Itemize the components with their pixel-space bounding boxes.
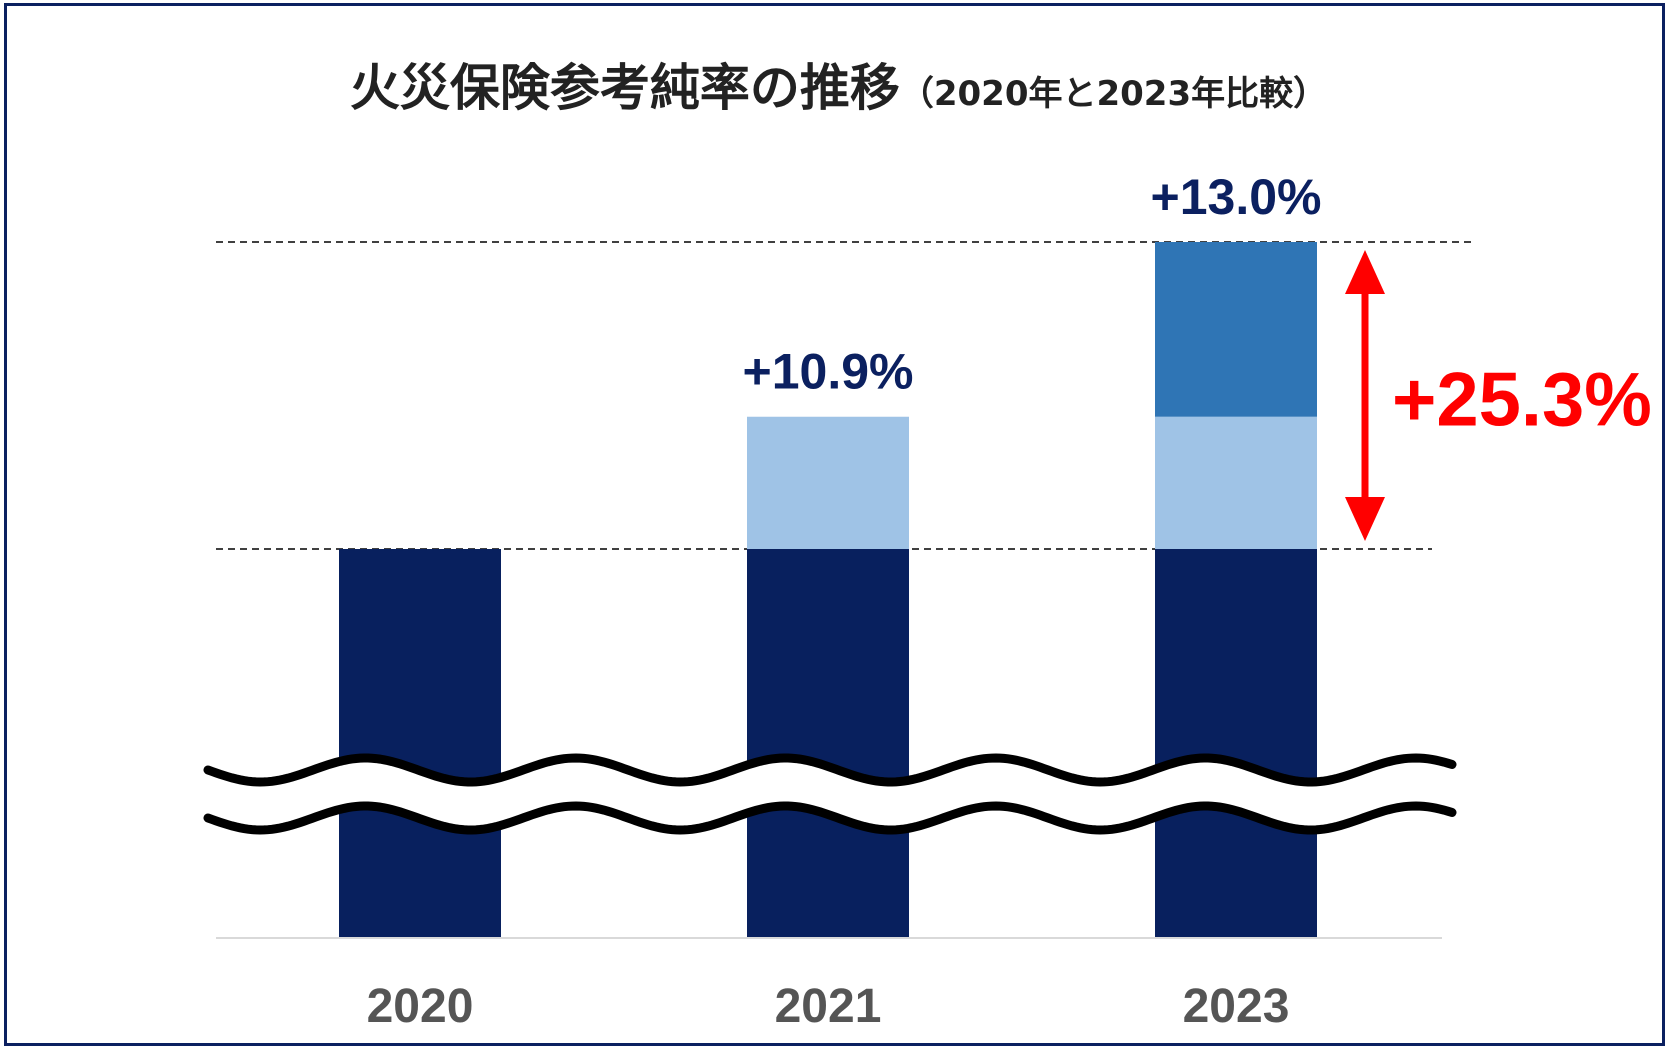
annotation-arrow-head-down (1345, 497, 1385, 541)
axis-break-wave-bottom (203, 801, 1457, 835)
x-tick-label: 2020 (367, 980, 474, 1033)
x-tick-label: 2023 (1183, 980, 1290, 1033)
bars (339, 242, 1317, 938)
chart-title: 火災保険参考純率の推移（2020年と2023年比較） (0, 48, 1677, 120)
x-tick-label: 2021 (775, 980, 882, 1033)
axis-break-wave-top (203, 753, 1457, 787)
title-subtitle: （2020年と2023年比較） (899, 74, 1328, 114)
annotation-arrow-head-up (1345, 250, 1385, 294)
data-label: +13.0% (1151, 169, 1322, 225)
bar-segment (1155, 549, 1317, 938)
x-tick-labels: 2020 2021 2023 (367, 980, 1290, 1033)
bar-segment (747, 416, 909, 549)
axis-break (203, 753, 1457, 835)
bar-segment (747, 549, 909, 938)
data-labels: +10.9% +13.0% (743, 169, 1322, 400)
increase-annotation: +25.3% (1345, 250, 1652, 541)
bar-segment (1155, 242, 1317, 417)
annotation-label: +25.3% (1392, 358, 1652, 443)
title-main: 火災保険参考純率の推移 (349, 59, 900, 117)
data-label: +10.9% (743, 344, 914, 400)
bar-segment (1155, 416, 1317, 549)
bar-segment (339, 549, 501, 938)
